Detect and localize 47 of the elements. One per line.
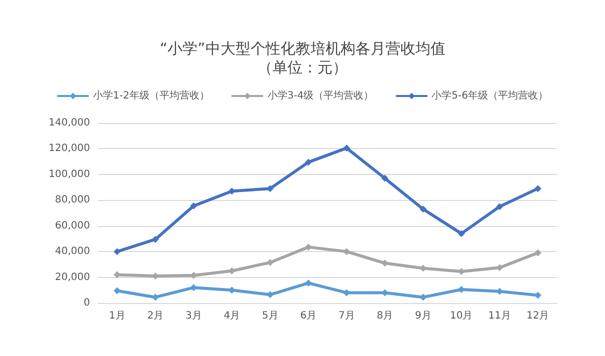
y-tick-label: 0 xyxy=(84,298,90,308)
legend-label: 小学3-4级（平均营收） xyxy=(267,90,374,102)
x-tick-label: 2月 xyxy=(147,310,164,322)
point xyxy=(190,202,198,210)
y-tick-label: 120,000 xyxy=(48,143,90,154)
y-tick-label: 100,000 xyxy=(48,168,90,180)
point xyxy=(458,230,465,238)
legend-label: 小学5-6年级（平均营收） xyxy=(432,90,548,102)
point xyxy=(496,203,504,210)
chart-subtitle: （单位：元） xyxy=(258,58,348,76)
point xyxy=(152,236,159,243)
y-tick-label: 60,000 xyxy=(55,220,90,232)
x-tick-label: 11月 xyxy=(488,310,511,322)
chart-title: “小学”中大型个性化教培机构各月营收均值 xyxy=(160,40,446,58)
legend-label: 小学1-2年级（平均营收） xyxy=(93,90,210,102)
point xyxy=(343,248,350,256)
point xyxy=(266,291,274,298)
point xyxy=(304,158,312,166)
point xyxy=(304,244,312,251)
point xyxy=(496,264,504,272)
point xyxy=(266,259,274,266)
point xyxy=(152,294,159,301)
point xyxy=(343,144,350,152)
point xyxy=(381,260,388,267)
y-tick-label: 40,000 xyxy=(55,246,90,258)
point xyxy=(381,174,388,182)
point xyxy=(114,287,121,294)
x-tick-label: 9月 xyxy=(414,310,432,322)
x-tick-label: 5月 xyxy=(262,310,278,322)
point xyxy=(114,248,121,256)
point xyxy=(534,185,542,192)
point xyxy=(534,249,542,256)
point xyxy=(304,280,312,287)
y-tick-label: 20,000 xyxy=(55,272,90,283)
x-tick-label: 8月 xyxy=(376,310,394,322)
y-tick-label: 80,000 xyxy=(55,194,90,206)
y-tick-label: 140,000 xyxy=(48,118,90,128)
x-tick-label: 10月 xyxy=(450,310,473,322)
x-tick-label: 3月 xyxy=(185,310,202,322)
point xyxy=(266,185,274,192)
x-tick-label: 7月 xyxy=(338,310,355,322)
x-tick-label: 6月 xyxy=(300,310,317,322)
x-tick-label: 4月 xyxy=(224,310,240,322)
x-tick-label: 12月 xyxy=(526,310,550,322)
point xyxy=(420,206,427,213)
point xyxy=(496,288,504,295)
x-tick-label: 1月 xyxy=(108,310,126,322)
